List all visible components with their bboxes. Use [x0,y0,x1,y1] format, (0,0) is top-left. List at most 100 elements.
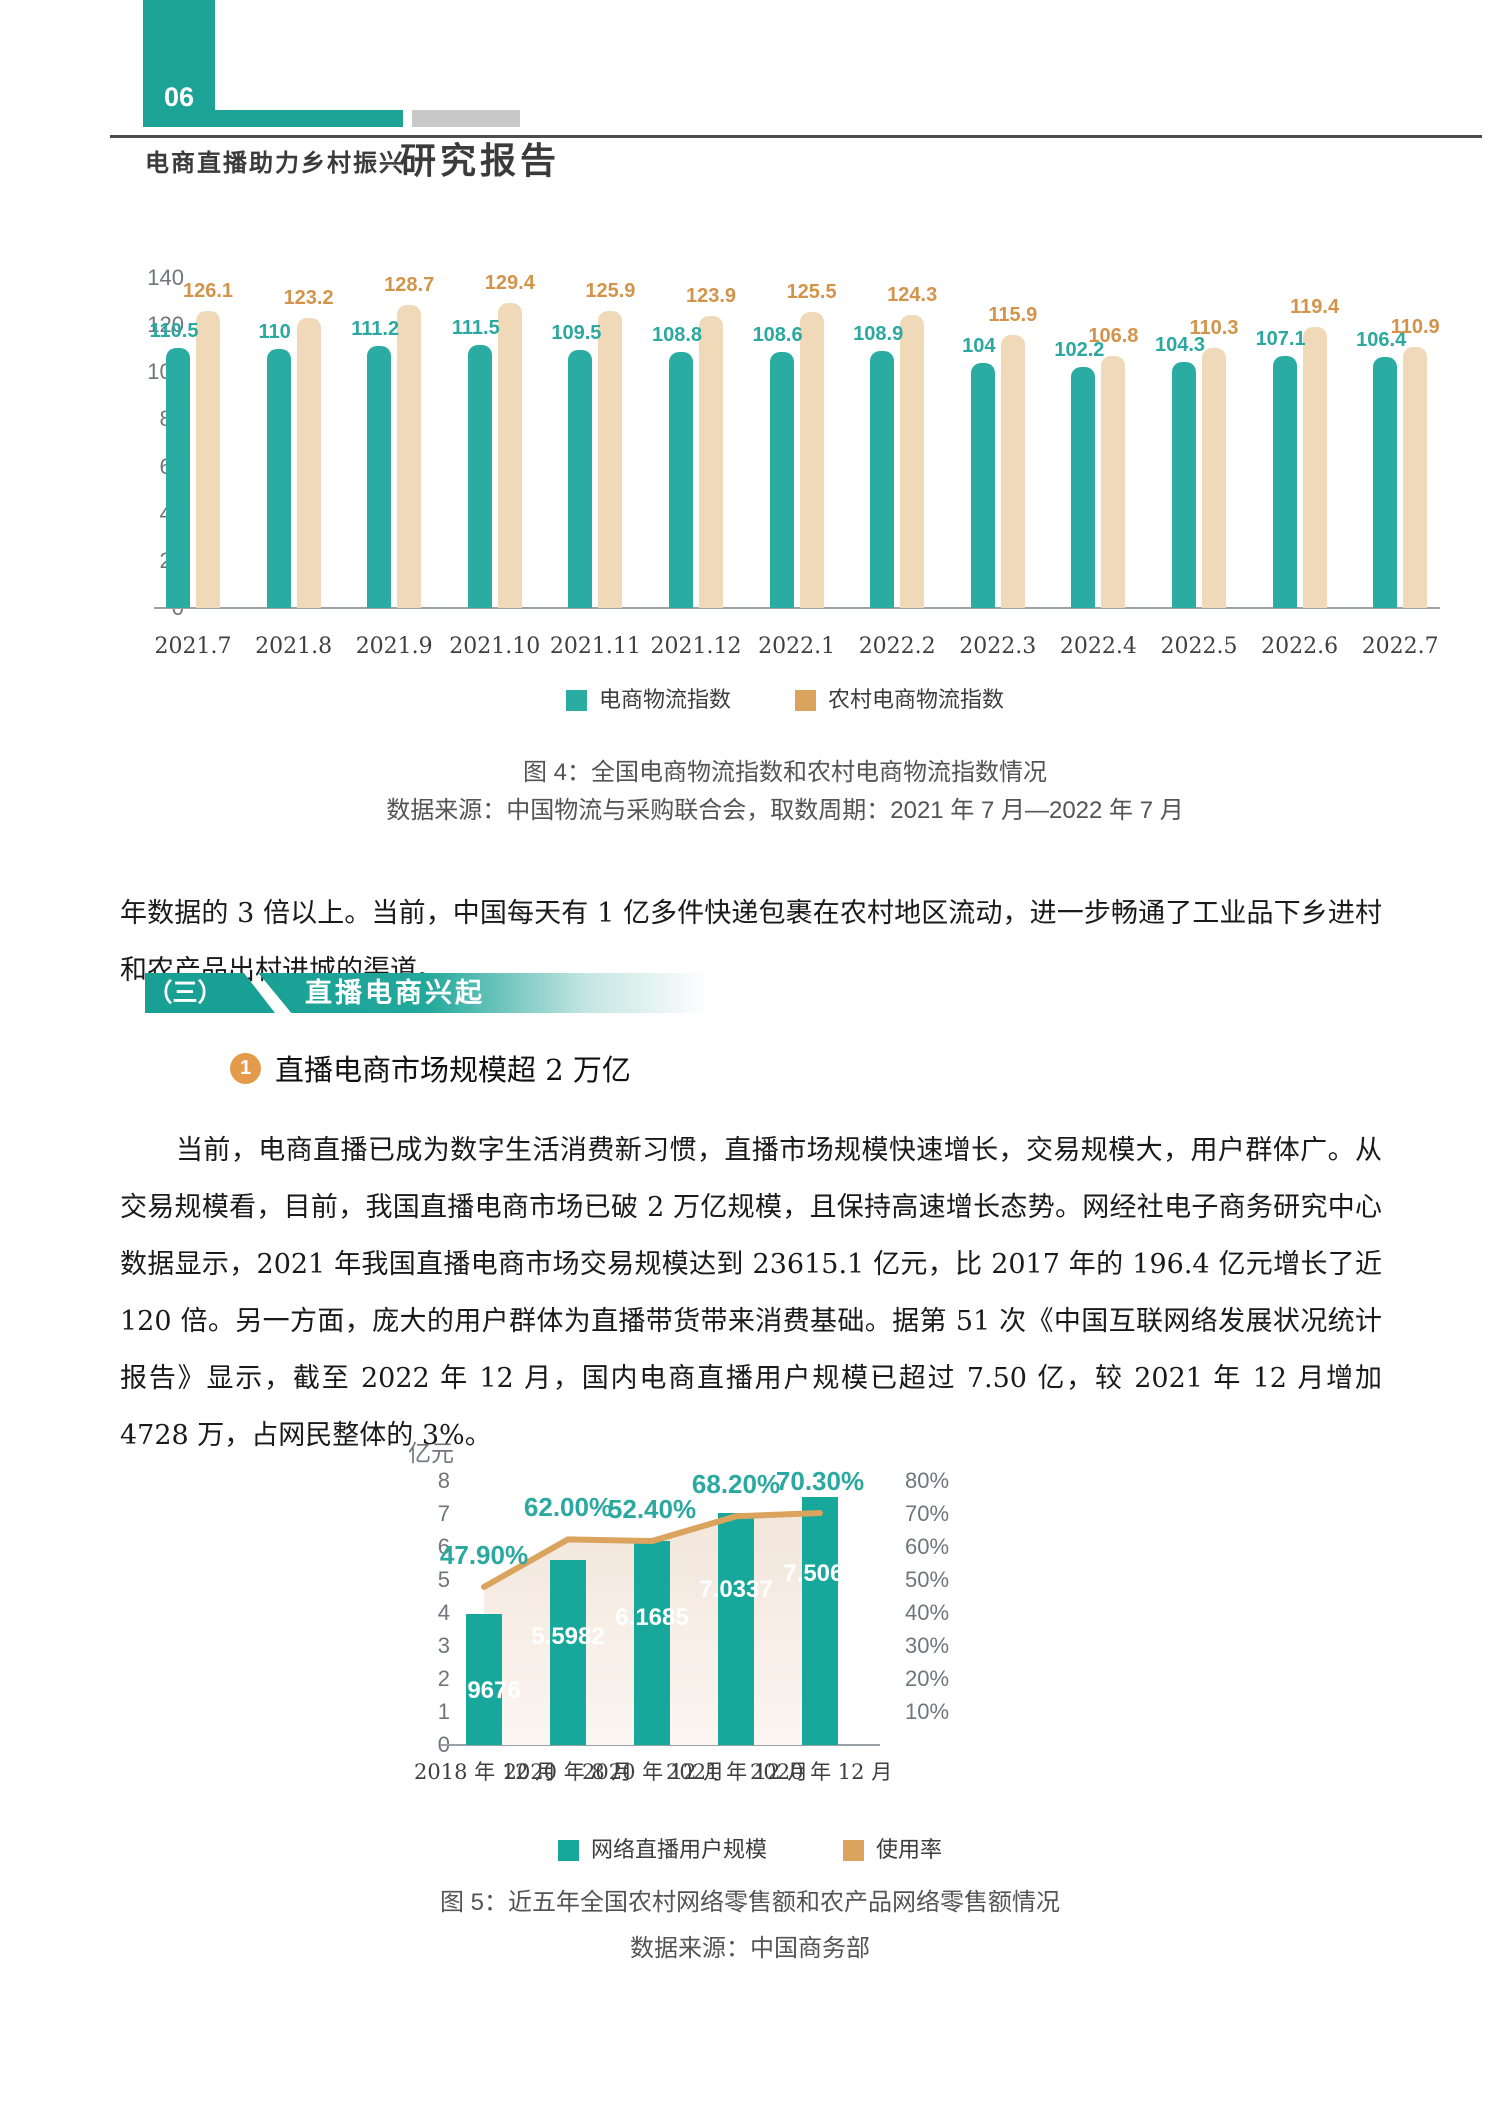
figure5-legend: 网络直播用户规模 使用率 [400,1838,1100,1862]
bar-ecommerce-logistics-index [367,345,392,608]
bar-group: 104.3 110.3 [1155,278,1238,608]
bar-ecommerce-logistics-index [1172,362,1196,608]
paragraph-logistics: 年数据的 3 倍以上。当前，中国每天有 1 亿多件快递包裹在农村地区流动，进一步… [120,898,1382,986]
bar-value-label: 126.1 [182,279,234,302]
bar-rural-ecommerce-logistics-index [196,310,220,608]
bar-group: 111.2 128.7 [351,274,434,608]
bar-live-streaming-users [802,1497,838,1745]
bar-value-label: 110 [258,320,291,343]
x-axis-label: 2020 年 8 月 [503,1760,633,1784]
bar-value-label: 111.2 [351,317,400,340]
bar-rural-ecommerce-logistics-index [598,311,623,608]
subitem-title: 直播电商市场规模超 2 万亿 [275,1053,631,1087]
bar-group: 108.6 125.5 [753,278,837,608]
bar-ecommerce-logistics-index [568,349,593,608]
bar-ecommerce-logistics-index [467,345,492,608]
bar-live-streaming-users [466,1614,502,1745]
bar-rural-ecommerce-logistics-index [497,303,522,608]
bar-value-label: 104 [962,334,996,357]
bar-value-label: 104.3 [1154,334,1206,357]
bar-live-streaming-users [718,1512,754,1745]
figure4-legend: 电商物流指数 农村电商物流指数 [120,688,1450,712]
left-axis-tick: 1 [437,1699,450,1724]
left-axis-tick: 5 [437,1567,450,1592]
bar-rural-ecommerce-logistics-index [397,304,422,608]
bar-ecommerce-logistics-index [1373,357,1398,608]
figure5-plot: 3.9676 5.5982 6.1685 7.0337 7.5065 47.90% 62.0… [440,1467,880,1745]
x-axis-label: 2022.3 [959,634,1037,659]
x-axis-label: 2020 年 12 月 [750,1760,893,1784]
legend-swatch [843,1839,864,1861]
bar-live-streaming-users [550,1560,586,1745]
bar-group: 110.5 126.1 [150,278,233,608]
bar-value-label: 7.0337 [699,1575,773,1603]
bar-group: 111.5 129.4 [452,272,535,608]
bar-ecommerce-logistics-index [669,351,693,608]
x-axis-label: 2020 年 12 月 [582,1760,725,1784]
figure5-source: 数据来源：中国商务部 [630,1935,870,1962]
bar-ecommerce-logistics-index [970,362,995,608]
legend-label: 电商物流指数 [598,687,731,712]
legend-item: 网络直播用户规模 [557,1837,767,1862]
x-axis-label: 2021.7 [154,634,232,659]
left-axis-unit: 亿元 [408,1440,454,1466]
x-axis-label: 2021.9 [355,634,433,659]
bar-value-label: 108.9 [853,323,904,346]
legend-item: 电商物流指数 [565,687,731,712]
left-axis-tick: 2 [437,1666,450,1691]
bar-group: 107.1 119.4 [1256,278,1339,608]
bar-rural-ecommerce-logistics-index [1403,346,1428,608]
section-title: 直播电商兴起 [305,978,485,1008]
legend-item: 使用率 [843,1838,942,1862]
right-axis-tick: 60% [905,1534,950,1559]
bar-value-label: 129.4 [484,272,535,294]
paragraph-live-commerce: 当前，电商直播已成为数字生活消费新习惯，直播市场规模快速增长，交易规模大，用户群… [120,1135,1382,1451]
x-axis-label: 2021.12 [650,634,742,659]
figure5-baseline [440,1744,880,1746]
bar-rural-ecommerce-logistics-index [699,315,723,608]
number-badge: 1 [230,1052,261,1084]
percent-label: 68.20% [691,1469,781,1500]
bar-ecommerce-logistics-index [870,351,895,608]
bar-value-label: 124.3 [887,284,938,307]
right-axis-tick: 50% [905,1567,950,1592]
section-index: （三） [145,973,225,1013]
numbered-subitem: 1 直播电商市场规模超 2 万亿 [230,1048,631,1088]
x-axis-label: 2022.4 [1059,634,1137,659]
x-axis-label: 2022.5 [1160,634,1238,659]
x-axis-label: 2021.10 [449,634,541,659]
percent-label: 62.00% [523,1492,613,1523]
bar-rural-ecommerce-logistics-index [1000,334,1025,608]
right-axis-tick: 40% [905,1600,950,1625]
bar-value-label: 110.9 [1390,315,1440,338]
figure4-baseline [154,607,1440,609]
right-axis-tick: 20% [905,1666,950,1691]
header-teal-strip [143,110,403,127]
bar-rural-ecommerce-logistics-index [799,312,824,608]
bar-value-label: 128.7 [384,273,435,296]
legend-label: 农村电商物流指数 [828,687,1005,712]
figure5-caption: 图 5：近五年全国农村网络零售额和农产品网络零售额情况 [439,1889,1060,1916]
x-axis-label: 2021.8 [255,634,333,659]
bar-rural-ecommerce-logistics-index [1302,326,1327,608]
bar-value-label: 119.4 [1290,295,1340,318]
percent-label: 47.90% [439,1539,529,1570]
legend-label: 网络直播用户规模 [590,1837,767,1862]
x-axis-label: 2022.1 [758,634,836,659]
bar-ecommerce-logistics-index [166,347,190,608]
bar-value-label: 123.9 [685,284,737,307]
bar-value-label: 115.9 [988,303,1038,326]
bar-value-label: 5.5982 [531,1623,605,1651]
percent-label: 70.30% [775,1466,865,1497]
bar-live-streaming-users [634,1541,670,1745]
left-axis-tick: 6 [437,1534,450,1559]
header-gray-strip [412,110,520,127]
bar-value-label: 6.1685 [615,1604,689,1632]
bar-rural-ecommerce-logistics-index [1202,348,1226,608]
bar-ecommerce-logistics-index [266,348,291,608]
bar-value-label: 106.4 [1356,329,1407,352]
bar-value-label: 7.5065 [783,1560,857,1588]
left-axis-tick: 4 [437,1600,450,1625]
bar-group: 108.9 124.3 [853,278,937,608]
